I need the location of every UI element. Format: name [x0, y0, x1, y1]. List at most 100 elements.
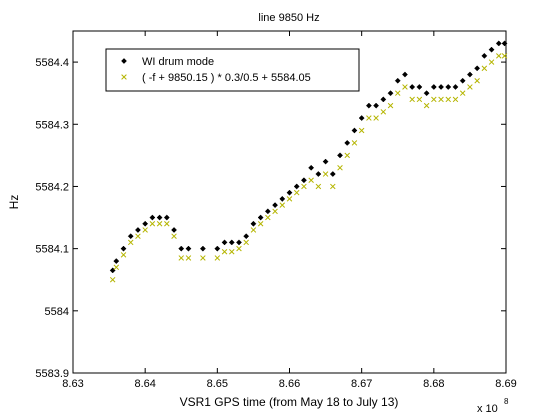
chart-title: line 9850 Hz [258, 12, 319, 24]
series-2 [109, 53, 508, 283]
data-point [171, 233, 177, 239]
data-point [366, 115, 372, 121]
data-point [452, 96, 459, 103]
data-point [495, 40, 502, 47]
data-point [474, 77, 480, 84]
x-tick-label: 8.65 [207, 378, 228, 390]
data-point [293, 189, 300, 196]
data-point [315, 183, 322, 190]
x-exponent-base: x 10 [477, 403, 498, 415]
data-point [496, 53, 502, 59]
data-point [200, 255, 206, 261]
data-point [380, 109, 387, 115]
data-point [430, 84, 437, 90]
data-point [149, 221, 156, 227]
data-point [423, 102, 430, 109]
data-point [142, 220, 149, 227]
x-axis-label: VSR1 GPS time (from May 18 to July 13) [180, 395, 399, 409]
data-point [221, 248, 228, 255]
legend-box [105, 48, 360, 92]
legend-label-series-1: WI drum mode [142, 56, 214, 68]
data-point [113, 258, 120, 265]
data-point [171, 227, 177, 233]
data-point [293, 183, 300, 190]
data-point [300, 177, 307, 184]
data-point [257, 221, 264, 227]
data-point [481, 65, 488, 72]
data-point [466, 71, 473, 78]
data-point [250, 220, 257, 227]
data-point [243, 239, 249, 246]
data-point [279, 195, 286, 202]
data-point [416, 96, 423, 103]
data-point [185, 255, 192, 261]
data-point [120, 245, 127, 252]
data-point [120, 252, 127, 258]
data-point [228, 239, 235, 246]
data-point [236, 239, 242, 246]
data-point [308, 177, 314, 183]
data-point [330, 183, 336, 190]
data-point [272, 202, 279, 209]
data-point [163, 214, 170, 221]
data-point [113, 264, 120, 271]
x-tick-label: 8.69 [495, 378, 516, 390]
data-point [279, 202, 286, 208]
data-point [214, 255, 221, 261]
data-point [459, 77, 466, 84]
data-point [322, 171, 329, 177]
data-points [109, 40, 508, 283]
data-point [135, 233, 141, 239]
data-point [409, 84, 416, 90]
x-tick-label: 8.64 [134, 378, 155, 390]
data-point [416, 84, 423, 90]
legend-diamond-marker [121, 58, 127, 64]
y-tick-label: 5584.3 [35, 119, 69, 131]
x-tick-label: 8.63 [62, 378, 83, 390]
data-point [423, 90, 430, 97]
x-tick-label: 8.67 [351, 378, 372, 390]
data-point [178, 245, 185, 252]
data-point [127, 239, 134, 246]
data-point [164, 221, 170, 227]
data-point [445, 96, 452, 103]
y-tick-label: 5583.9 [35, 368, 69, 380]
data-point [351, 140, 358, 146]
data-point [315, 171, 322, 177]
data-point [127, 233, 134, 240]
y-axis-label: Hz [7, 195, 21, 210]
data-point [501, 53, 508, 59]
legend-marker-series-1 [121, 58, 127, 64]
data-point [156, 214, 163, 221]
data-point [344, 139, 351, 146]
data-point [481, 52, 488, 59]
data-point [387, 90, 394, 97]
data-point [199, 245, 206, 252]
data-point [214, 245, 221, 252]
x-exponent-power: 8 [504, 397, 509, 406]
data-point [365, 102, 372, 109]
data-point [286, 189, 293, 196]
data-point [229, 248, 235, 255]
data-point [394, 77, 401, 84]
data-point [459, 90, 466, 96]
data-point [373, 102, 380, 109]
data-point [308, 164, 315, 171]
data-point [394, 90, 401, 96]
data-point [322, 158, 329, 165]
data-point [264, 208, 271, 215]
legend-marker-series-2 [121, 74, 127, 80]
y-tick-label: 5584.4 [35, 57, 69, 69]
data-point [387, 102, 394, 109]
data-point [351, 127, 358, 134]
x-exponent-label: x 10 8 [477, 397, 509, 415]
x-tick-label: 8.68 [423, 378, 444, 390]
data-point [337, 165, 343, 171]
data-point [149, 214, 156, 221]
data-point [156, 221, 163, 227]
data-point [185, 245, 192, 252]
y-tick-label: 5584.1 [35, 244, 69, 256]
data-point [134, 227, 141, 233]
data-point [402, 71, 408, 78]
